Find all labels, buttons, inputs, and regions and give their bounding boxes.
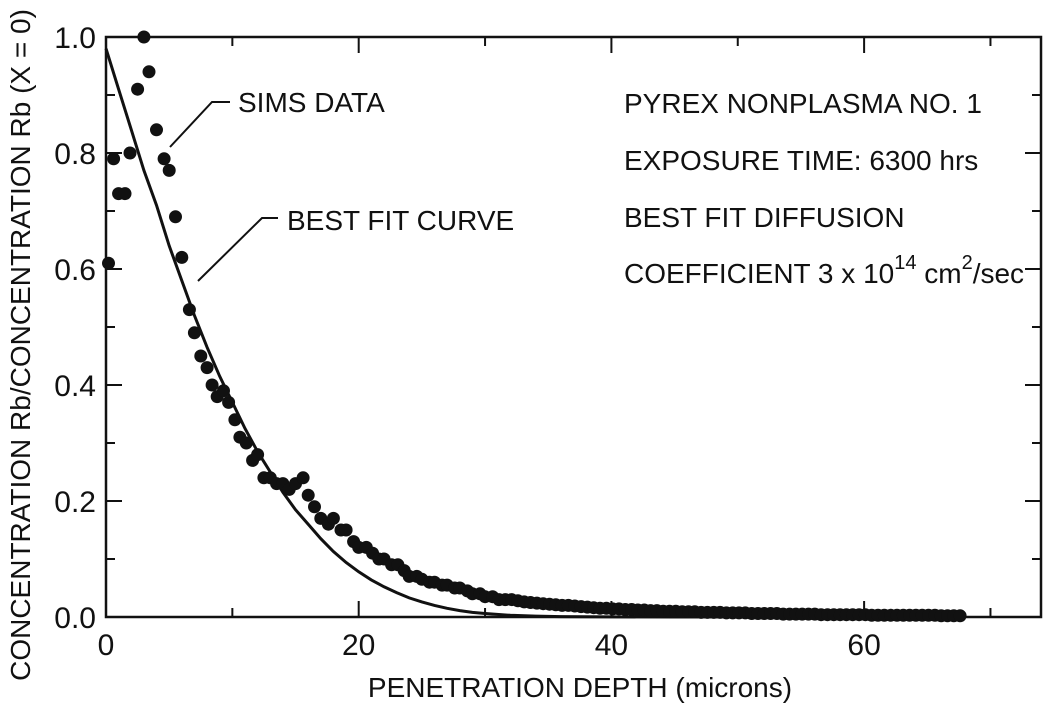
info-line-4-unit-exponent: 2 [962,252,973,274]
plot-frame [104,35,1043,619]
x-tick-label: 0 [98,629,115,662]
info-line-4: COEFFICIENT 3 x 1014 cm2/sec [624,252,1024,289]
best-fit-leader [197,217,278,282]
x-tick-label: 40 [595,629,628,662]
info-line-3: BEST FIT DIFFUSION [624,202,905,233]
data-point [339,523,353,537]
data-point [175,250,189,264]
best-fit-label: BEST FIT CURVE [287,205,514,236]
data-point [194,349,208,363]
info-line-4-exponent: 14 [894,252,916,274]
data-point [150,123,163,137]
best-fit-curve [104,48,966,619]
axis-ticks [105,36,1041,618]
info-line-4-unit: cm [916,258,961,289]
x-tick-label: 60 [847,629,880,662]
data-point [118,187,132,201]
data-point [157,152,171,166]
y-axis-title: CONCENTRATION Rb/CONCENTRATION Rb (X = 0… [5,9,36,681]
data-point [953,609,967,623]
data-point [131,82,145,96]
data-point [228,413,242,427]
data-point [301,488,315,502]
data-point [123,146,137,160]
y-tick-label: 0.4 [54,370,96,403]
data-point [326,511,340,525]
data-point [169,210,182,224]
best-fit-curve-layer [104,48,966,619]
y-tick-label: 1.0 [54,22,96,55]
info-line-4-prefix: COEFFICIENT 3 x 10 [624,258,894,289]
sims-data-label: SIMS DATA [238,87,385,118]
data-point [102,256,115,270]
sims-data-leader [169,101,230,148]
data-point [137,30,151,44]
y-tick-label: 0.8 [54,138,96,171]
data-point [187,326,201,340]
data-point [205,378,219,392]
y-tick-label: 0.2 [54,486,96,519]
info-line-1: PYREX NONPLASMA NO. 1 [624,88,982,119]
tick-labels: 0 20 40 60 0.0 0.2 0.4 0.6 0.8 1.0 [54,22,881,662]
data-point [182,303,196,317]
y-tick-label: 0.6 [54,254,96,287]
data-point [217,384,230,398]
info-line-2: EXPOSURE TIME: 6300 hrs [624,145,978,176]
data-point [308,500,321,514]
x-axis-title: PENETRATION DEPTH (microns) [368,672,792,703]
data-point [162,163,176,177]
data-point [251,448,265,462]
y-tick-label: 0.0 [54,602,96,635]
data-point [142,65,156,79]
data-point [107,152,121,166]
x-tick-label: 20 [342,629,375,662]
info-line-4-suffix: /sec [973,258,1024,289]
data-point [222,395,236,409]
sims-data-points [102,30,967,623]
data-point [296,471,310,485]
data-point [200,361,214,375]
data-point [239,436,253,450]
